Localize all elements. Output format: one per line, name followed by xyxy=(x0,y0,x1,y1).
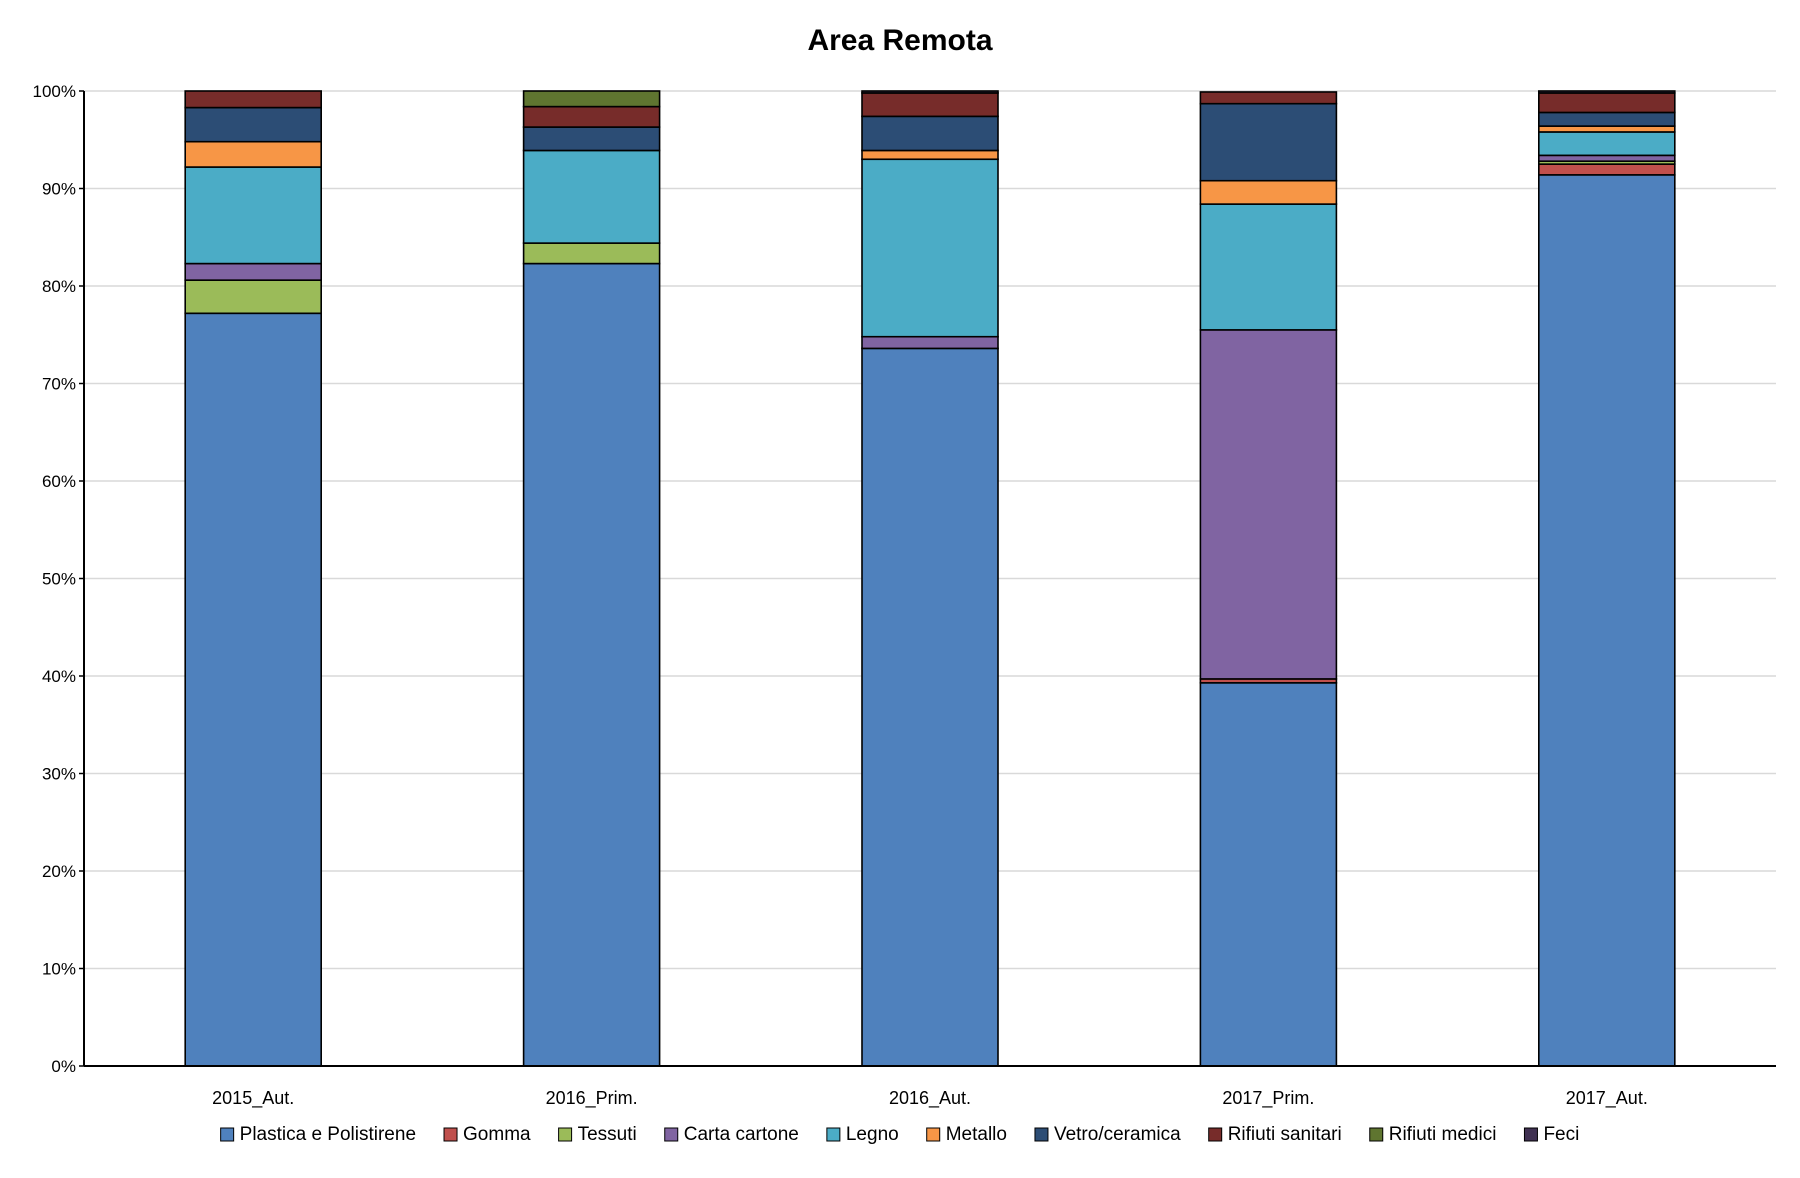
legend-item: Rifiuti medici xyxy=(1369,1124,1497,1145)
legend-item: Vetro/ceramica xyxy=(1034,1124,1181,1145)
bar-segment xyxy=(1199,203,1338,331)
legend-swatch xyxy=(558,1127,573,1142)
bar-segment xyxy=(184,312,322,1067)
legend-item: Carta cartone xyxy=(664,1124,799,1145)
x-category-label: 2016_Aut. xyxy=(889,1088,971,1109)
legend-label: Rifiuti sanitari xyxy=(1228,1124,1342,1145)
legend-item: Gomma xyxy=(443,1124,531,1145)
legend-swatch xyxy=(1208,1127,1223,1142)
legend-swatch xyxy=(1034,1127,1049,1142)
y-tick-label: 20% xyxy=(42,862,76,881)
y-tick-label: 0% xyxy=(51,1057,76,1076)
legend-swatch xyxy=(826,1127,841,1142)
legend-swatch xyxy=(443,1127,458,1142)
x-category-label: 2017_Prim. xyxy=(1222,1088,1314,1109)
bar-segment xyxy=(184,166,322,265)
legend-item: Feci xyxy=(1523,1124,1579,1145)
bar-segment xyxy=(1538,111,1676,127)
legend-item: Legno xyxy=(826,1124,899,1145)
legend-label: Plastica e Polistirene xyxy=(240,1124,416,1145)
bar-stack xyxy=(861,90,999,1067)
bar-segment xyxy=(861,149,999,161)
bar-segment xyxy=(522,90,661,108)
x-category-label: 2017_Aut. xyxy=(1566,1088,1648,1109)
bar-segment xyxy=(1199,91,1338,105)
bar-segment xyxy=(861,335,999,350)
bar-segment xyxy=(1199,179,1338,205)
bar-segment xyxy=(522,105,661,128)
legend-label: Rifiuti medici xyxy=(1389,1124,1497,1145)
bar-stack xyxy=(1199,91,1338,1067)
bar-stack xyxy=(184,90,322,1067)
bar-segment xyxy=(1199,102,1338,182)
legend-label: Metallo xyxy=(946,1124,1007,1145)
bar-segment xyxy=(522,149,661,244)
legend-swatch xyxy=(1369,1127,1384,1142)
bars xyxy=(184,90,1676,1067)
x-category-label: 2015_Aut. xyxy=(212,1088,294,1109)
y-tick-label: 40% xyxy=(42,667,76,686)
bar-segment xyxy=(1199,329,1338,680)
legend-label: Vetro/ceramica xyxy=(1054,1124,1181,1145)
bar-segment xyxy=(522,242,661,265)
bar-segment xyxy=(184,106,322,143)
bar-segment xyxy=(1538,131,1676,157)
legend-item: Metallo xyxy=(926,1124,1007,1145)
bar-segment xyxy=(1199,682,1338,1067)
x-category-label: 2016_Prim. xyxy=(546,1088,638,1109)
bar-segment xyxy=(184,140,322,168)
y-axis-ticks: 0% 10% 20% 30% 40% 50% 60% 70% 80% 90% 100% xyxy=(33,82,84,1076)
legend: Plastica e Polistirene Gomma Tessuti Carta … xyxy=(220,1124,1579,1145)
chart-title: Area Remota xyxy=(807,24,992,57)
bar-segment xyxy=(861,90,999,94)
y-tick-label: 10% xyxy=(42,960,76,979)
bar-segment xyxy=(522,126,661,152)
legend-item: Tessuti xyxy=(558,1124,637,1145)
legend-label: Tessuti xyxy=(578,1124,637,1145)
bar-segment xyxy=(1538,92,1676,114)
y-tick-label: 70% xyxy=(42,375,76,394)
bar-segment xyxy=(861,347,999,1067)
y-tick-label: 90% xyxy=(42,180,76,199)
bar-segment xyxy=(184,262,322,281)
bar-segment xyxy=(1538,163,1676,176)
legend-item: Plastica e Polistirene xyxy=(220,1124,416,1145)
y-tick-label: 60% xyxy=(42,472,76,491)
y-tick-label: 50% xyxy=(42,570,76,589)
bar-segment xyxy=(1538,154,1676,163)
bar-segment xyxy=(522,262,661,1067)
bar-segment xyxy=(861,158,999,338)
legend-swatch xyxy=(220,1127,235,1142)
bar-segment xyxy=(184,279,322,315)
y-tick-label: 80% xyxy=(42,277,76,296)
bar-stack xyxy=(1538,90,1676,1067)
legend-label: Feci xyxy=(1543,1124,1579,1145)
bar-segment xyxy=(184,90,322,109)
bar-segment xyxy=(1538,125,1676,133)
bar-segment xyxy=(1538,90,1676,94)
legend-label: Carta cartone xyxy=(684,1124,799,1145)
legend-swatch xyxy=(926,1127,941,1142)
legend-label: Legno xyxy=(846,1124,899,1145)
x-axis-categories: 2015_Aut. 2016_Prim. 2016_Aut. 2017_Prim. 20… xyxy=(212,1088,1648,1109)
legend-swatch xyxy=(1523,1127,1538,1142)
bar-segment xyxy=(1538,174,1676,1067)
bar-segment xyxy=(861,92,999,118)
legend-swatch xyxy=(664,1127,679,1142)
bar-segment xyxy=(861,115,999,152)
bar-stack xyxy=(522,90,661,1067)
legend-item: Rifiuti sanitari xyxy=(1208,1124,1342,1145)
y-tick-label: 100% xyxy=(33,82,76,101)
legend-label: Gomma xyxy=(463,1124,531,1145)
y-tick-label: 30% xyxy=(42,765,76,784)
